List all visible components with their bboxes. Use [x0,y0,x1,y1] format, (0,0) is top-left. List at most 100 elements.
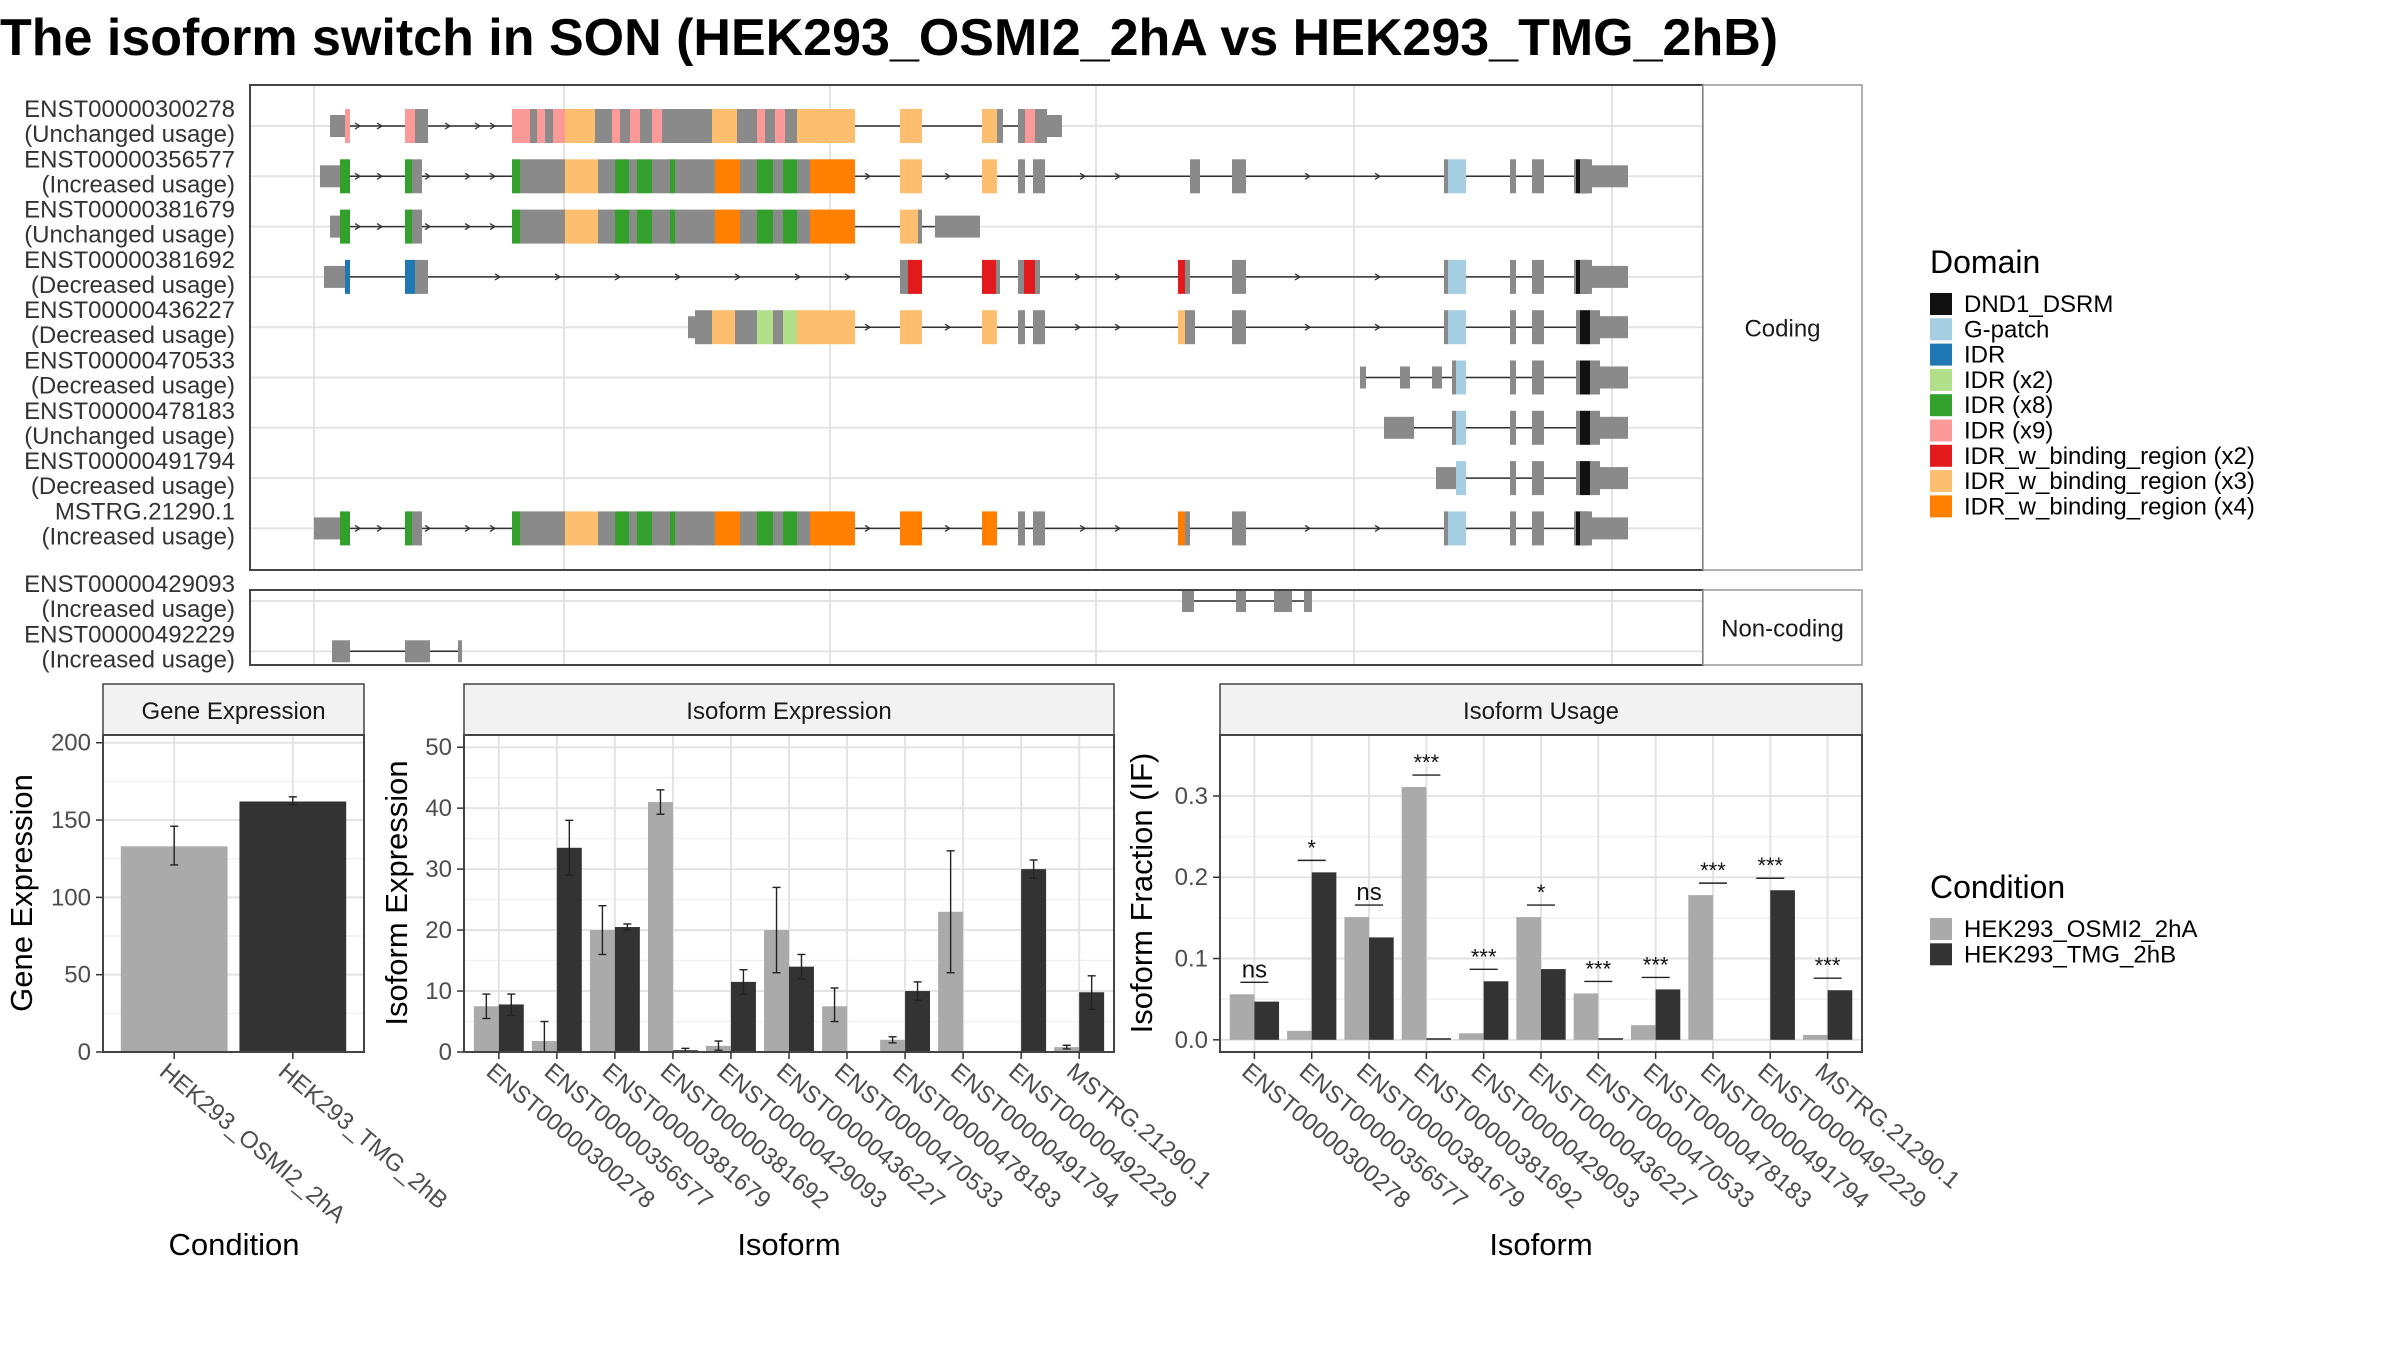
bar [1311,872,1337,1040]
exon-block [1590,410,1600,445]
exon-block [797,109,855,143]
bar [1598,1038,1623,1040]
exon-block [740,209,757,244]
exon-block [629,159,637,194]
domain-legend-swatch [1930,293,1952,315]
exon-block [1580,461,1590,496]
isoform-id-label: ENST00000436227 [24,297,235,324]
exon-block [1590,310,1600,345]
x-axis-title: Isoform [1489,1227,1592,1262]
x-axis-title: Condition [169,1227,300,1262]
exon-block [1592,165,1628,188]
exon-block [637,209,652,244]
strand-arrow [444,122,452,130]
page-title: The isoform switch in SON (HEK293_OSMI2_… [0,9,1779,67]
exon-block [652,109,662,143]
facet-strip-label: Isoform Expression [686,698,891,725]
significance-label: * [1537,880,1546,905]
exon-block [670,511,675,546]
exon-block [652,159,670,194]
exon-block [797,209,810,244]
condition-legend-title: Condition [1930,869,2065,905]
exon-block [412,209,422,244]
isoform-id-label: ENST00000429093 [24,571,235,598]
domain-legend-label: IDR (x2) [1964,367,2053,394]
exon-block [324,265,345,288]
exon-block [783,511,797,546]
exon-block [598,209,615,244]
y-tick-label: 0 [439,1039,452,1066]
exon-block [712,109,737,143]
isoform-usage-label: (Increased usage) [42,523,235,550]
bar [1802,1034,1828,1040]
y-tick-label: 30 [425,856,452,883]
exon-block [565,109,595,143]
bar [1516,917,1541,1040]
domain-legend-label: DND1_DSRM [1964,291,2113,318]
condition-legend-swatch [1930,943,1952,966]
facet-strip-label: Gene Expression [141,698,325,725]
bar [880,1039,906,1052]
strand-arrow [1079,524,1087,532]
exon-block [1600,416,1628,439]
exon-block [630,109,640,143]
domain-legend-swatch [1930,394,1952,417]
exon-block [1576,461,1580,496]
exon-block [530,109,537,143]
exon-block [1592,517,1628,540]
domain-legend-swatch [1930,343,1952,366]
exon-block [1590,461,1600,496]
exon-block [415,259,428,294]
exon-block [1033,159,1045,194]
exon-block [1510,410,1516,445]
significance-label: *** [1815,953,1841,978]
exon-block [783,310,797,345]
strand-arrow [1304,524,1312,532]
y-tick-label: 0 [78,1039,91,1066]
exon-block [1580,410,1590,445]
exon-block [1532,310,1544,345]
condition-legend-label: HEK293_OSMI2_2hA [1964,916,2197,943]
y-axis-title: Isoform Fraction (IF) [1124,753,1159,1034]
exon-block [345,109,350,143]
exon-block [1232,259,1246,294]
exon-block [1444,511,1448,546]
exon-block [675,109,712,143]
exon-block [1600,467,1628,490]
exon-block [1018,109,1025,143]
isoform-id-label: MSTRG.21290.1 [55,498,235,525]
exon-block [900,259,908,294]
exon-block [1576,360,1580,395]
domain-legend-swatch [1930,444,1952,467]
isoform-usage-label: (Decreased usage) [31,373,235,400]
exon-block [598,511,615,546]
exon-block [545,109,553,143]
exon-block [520,209,565,244]
exon-block [810,511,855,546]
facet-strip-label: Coding [1744,316,1820,343]
significance-label: ns [1356,879,1381,906]
bar [1541,969,1566,1040]
significance-label: *** [1700,858,1726,883]
strand-arrow [376,223,384,231]
strand-arrow [1374,273,1382,281]
exon-block [1384,416,1414,439]
exon-block [1576,310,1580,345]
significance-label: *** [1414,750,1440,775]
y-tick-label: 50 [425,734,452,761]
exon-block [620,109,630,143]
exon-block [1018,511,1025,546]
exon-block [797,310,855,345]
exon-block [1448,511,1466,546]
exon-block [1510,461,1516,496]
y-tick-label: 100 [51,884,91,911]
exon-block [735,310,757,345]
y-tick-label: 0.1 [1175,946,1208,973]
exon-block [1532,259,1544,294]
exon-block [773,511,783,546]
isoform-usage-label: (Unchanged usage) [24,423,235,450]
bar [1827,990,1853,1040]
exon-block [1456,360,1466,395]
exon-block [900,310,922,345]
exon-block [340,159,350,194]
